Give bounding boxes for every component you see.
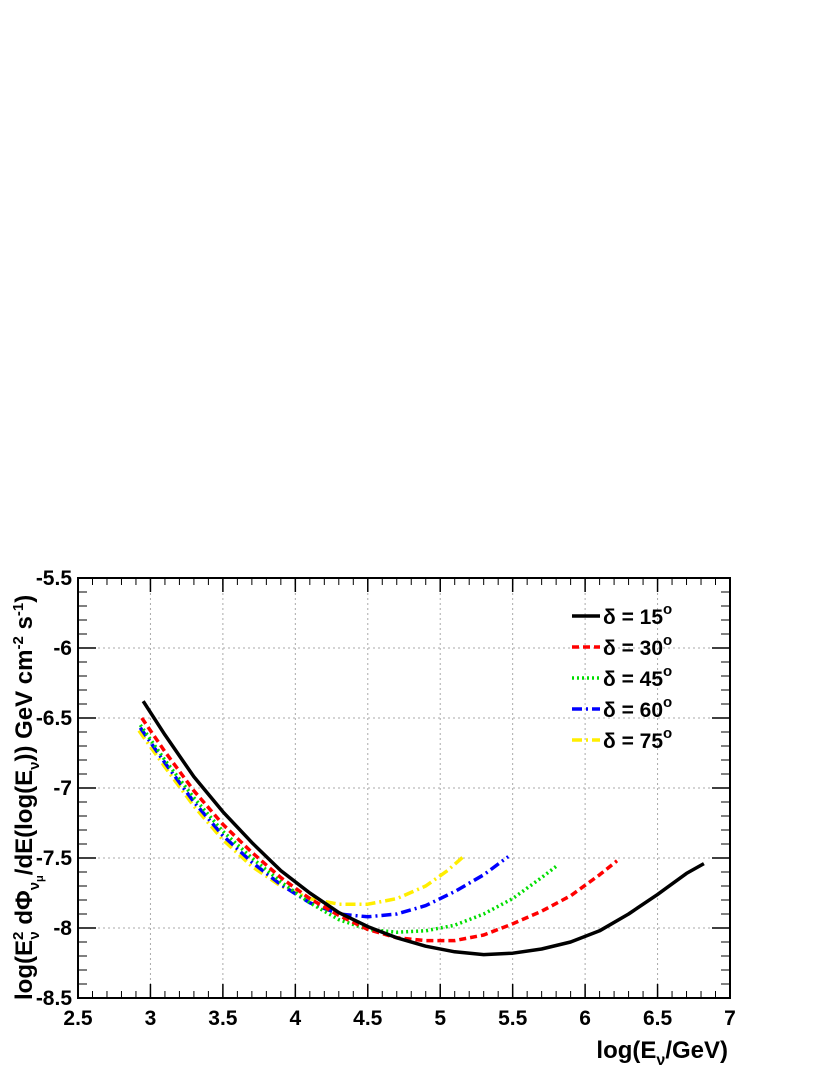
y-tick-label: -6 xyxy=(53,637,72,660)
x-tick-label: 6 xyxy=(579,1007,591,1030)
x-tick-label: 4 xyxy=(289,1007,301,1030)
x-tick-label: 5 xyxy=(434,1007,446,1030)
legend-label-delta-45: δ = 45o xyxy=(603,663,672,691)
x-tick-label: 3 xyxy=(145,1007,157,1030)
series-line-delta-30 xyxy=(140,717,619,943)
y-tick-label: -8.5 xyxy=(36,987,73,1010)
y-tick-labels: -5.5 -6 -6.5 -7 -7.5 -8 -8.5 xyxy=(36,567,73,1010)
x-tick-label: 2.5 xyxy=(63,1007,93,1030)
y-tick-label: -8 xyxy=(53,917,72,940)
legend-label-delta-60: δ = 60o xyxy=(603,694,672,722)
x-tick-label: 5.5 xyxy=(498,1007,528,1030)
y-tick-label: -7 xyxy=(53,777,72,800)
x-tick-labels: 2.5 3 3.5 4 4.5 5 5.5 6 6.5 7 xyxy=(63,1007,735,1030)
series-line-delta-45 xyxy=(138,723,558,934)
legend: δ = 15o δ = 30o δ = 45o δ = 60o δ = 75o xyxy=(572,601,672,753)
y-axis-label: log(E2ν dΦνμ/dE(log(Eν)) GeV cm-2 s-1) xyxy=(10,595,46,1000)
series-line-delta-15 xyxy=(141,700,705,957)
y-tick-label: -7.5 xyxy=(36,847,73,870)
y-tick-label: -6.5 xyxy=(36,707,73,730)
legend-label-delta-15: δ = 15o xyxy=(603,601,672,629)
x-axis-label: log(Eν/GeV) xyxy=(596,1037,728,1069)
x-tick-label: 6.5 xyxy=(643,1007,673,1030)
grid-lines xyxy=(78,578,730,998)
legend-label-delta-75: δ = 75o xyxy=(603,725,672,753)
legend-label-delta-30: δ = 30o xyxy=(603,632,672,660)
x-tick-label: 3.5 xyxy=(208,1007,238,1030)
series-line-delta-60 xyxy=(138,726,510,919)
axis-ticks xyxy=(77,577,731,999)
y-tick-label: -5.5 xyxy=(36,567,73,590)
x-tick-label: 7 xyxy=(724,1007,736,1030)
series-lines xyxy=(137,700,705,957)
series-line-delta-75 xyxy=(137,729,465,906)
x-tick-label: 4.5 xyxy=(353,1007,383,1030)
